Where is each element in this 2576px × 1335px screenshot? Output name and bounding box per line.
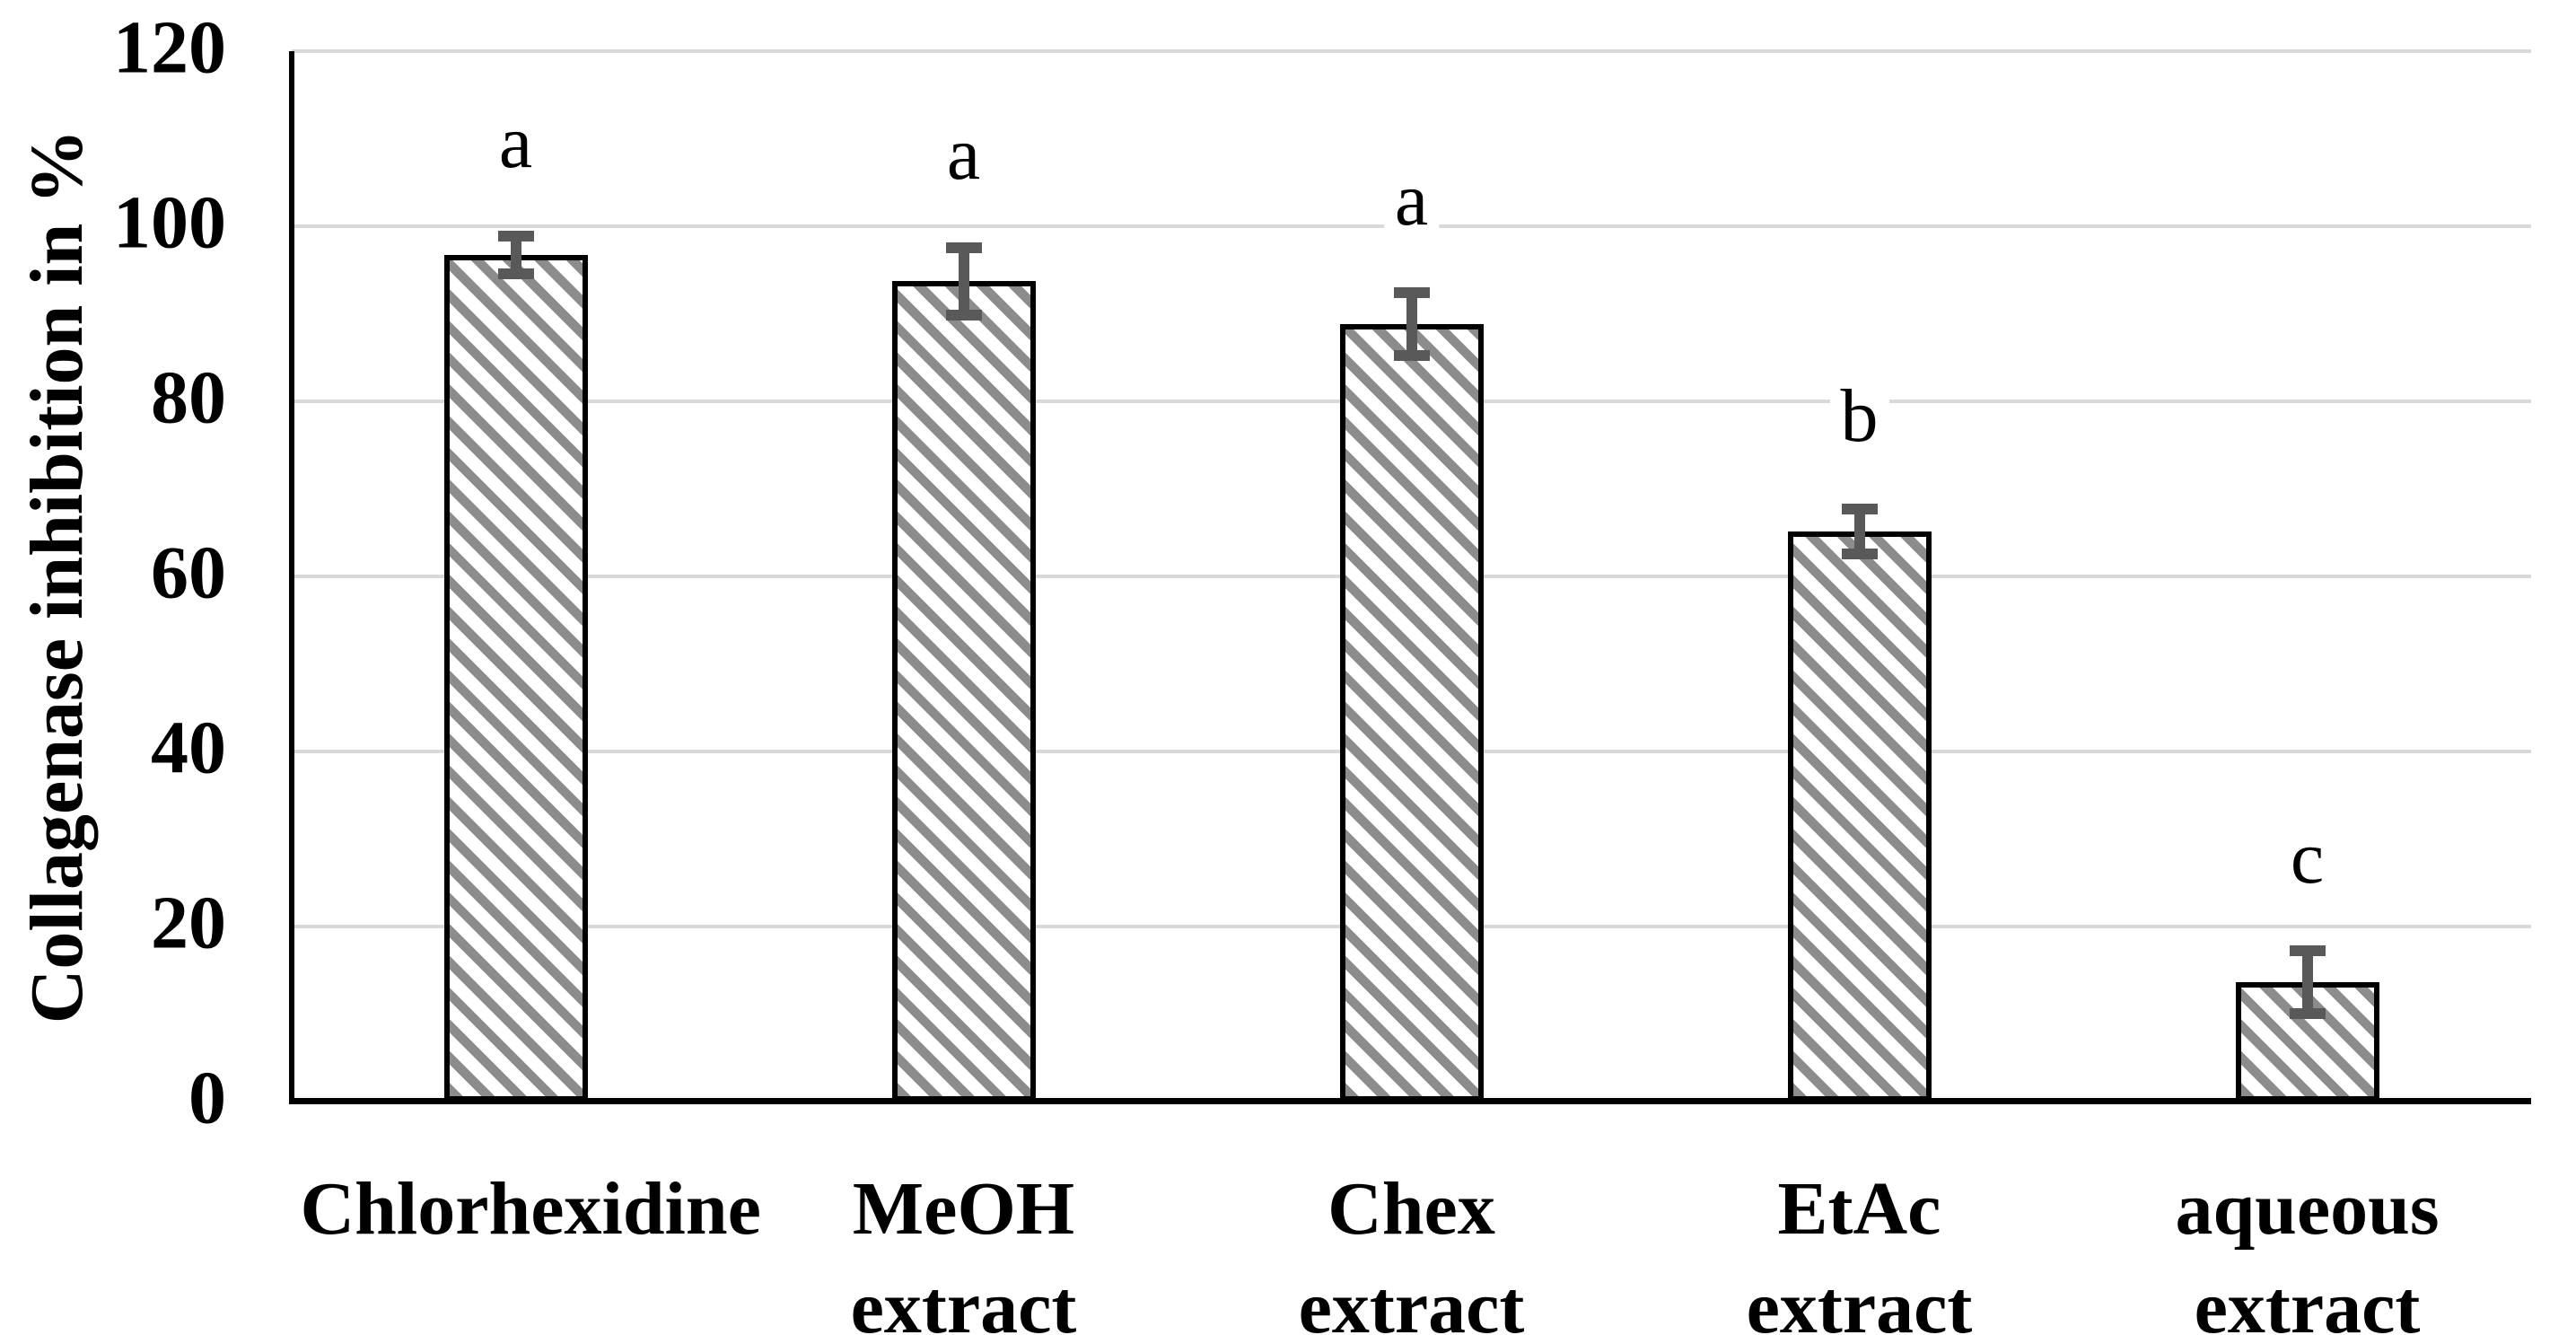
- y-tick-label-20: 20: [151, 881, 226, 965]
- error-bar-cap-bottom: [497, 268, 534, 280]
- category-label-line: MeOH: [852, 1167, 1075, 1251]
- significance-letter-c: c: [2279, 820, 2335, 896]
- bar-meoh-extract: [891, 281, 1036, 1102]
- error-bar: [510, 230, 521, 280]
- error-bar-cap-top: [1841, 504, 1878, 515]
- plot-area: a a a b c: [292, 51, 2531, 1102]
- y-tick-label-80: 80: [151, 356, 226, 440]
- bar-chex-extract: [1339, 324, 1484, 1102]
- error-bar-cap-top: [1393, 287, 1430, 299]
- error-bar: [2301, 945, 2313, 1020]
- bar-aqueous-extract: [2235, 982, 2379, 1102]
- y-tick-label-120: 120: [113, 5, 226, 90]
- category-label-line: extract: [1298, 1266, 1525, 1335]
- category-label-chlorhexidine: Chlorhexidine: [300, 1160, 761, 1259]
- category-label-line: EtAc: [1777, 1167, 1941, 1251]
- error-bar-cap-bottom: [2289, 1008, 2326, 1020]
- category-label-aqueous-extract: aqueous extract: [2092, 1160, 2523, 1335]
- bar-chlorhexidine: [443, 255, 588, 1102]
- significance-letter-a: a: [935, 117, 992, 193]
- bar-etac-extract: [1787, 531, 1932, 1102]
- gridline-120: [292, 49, 2531, 53]
- category-label-line: extract: [1746, 1266, 1973, 1335]
- y-tick-label-40: 40: [151, 706, 226, 790]
- category-label-meoh-extract: MeOH extract: [749, 1160, 1179, 1335]
- y-tick-label-100: 100: [113, 180, 226, 265]
- error-bar-cap-top: [2289, 945, 2326, 957]
- significance-letter-b: b: [1829, 378, 1889, 454]
- y-tick-label-0: 0: [188, 1056, 226, 1140]
- error-bar: [958, 242, 969, 321]
- significance-letter-a: a: [487, 105, 544, 181]
- category-label-line: Chlorhexidine: [300, 1167, 761, 1251]
- error-bar: [1406, 287, 1417, 362]
- y-tick-label-60: 60: [151, 531, 226, 615]
- category-label-line: Chex: [1327, 1167, 1495, 1251]
- error-bar-cap-bottom: [1841, 549, 1878, 560]
- error-bar-cap-bottom: [1393, 350, 1430, 362]
- error-bar-cap-top: [497, 230, 534, 242]
- category-label-etac-extract: EtAc extract: [1644, 1160, 2075, 1335]
- error-bar-cap-bottom: [945, 310, 982, 321]
- category-label-chex-extract: Chex extract: [1196, 1160, 1627, 1335]
- significance-letter-a: a: [1383, 162, 1440, 238]
- y-axis-line: [289, 51, 294, 1104]
- category-label-line: aqueous: [2175, 1167, 2440, 1251]
- error-bar: [1853, 504, 1865, 560]
- category-label-line: extract: [2194, 1266, 2421, 1335]
- category-label-line: extract: [850, 1266, 1077, 1335]
- error-bar-cap-top: [945, 242, 982, 253]
